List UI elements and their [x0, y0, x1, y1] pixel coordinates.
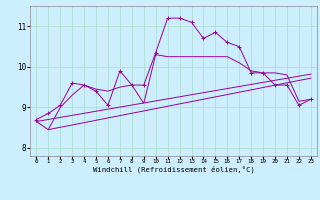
X-axis label: Windchill (Refroidissement éolien,°C): Windchill (Refroidissement éolien,°C) [93, 166, 254, 173]
